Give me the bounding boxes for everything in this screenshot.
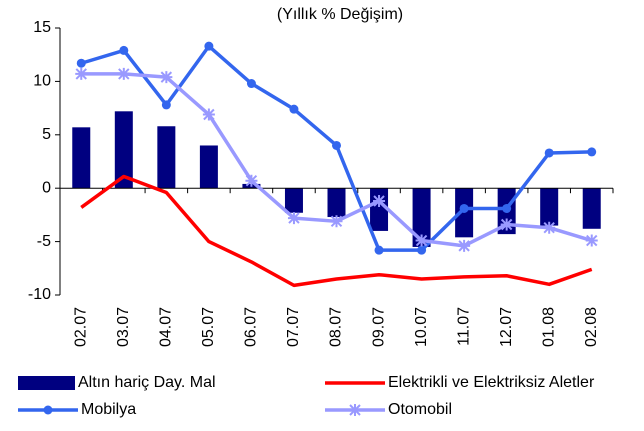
y-tick-label: 15	[33, 19, 51, 36]
bar	[540, 188, 559, 226]
point	[160, 71, 173, 84]
point	[458, 239, 471, 252]
y-tick-label: 0	[42, 179, 51, 196]
point	[161, 100, 171, 110]
x-tick-label: 12.07	[498, 307, 515, 347]
x-tick-label: 01.08	[540, 307, 557, 347]
legend-label: Altın hariç Day. Mal	[78, 374, 216, 391]
point	[204, 41, 214, 51]
bar	[327, 188, 346, 218]
point	[459, 203, 469, 213]
chart-title: (Yıllık % Değişim)	[277, 6, 403, 23]
point	[289, 104, 299, 114]
bar	[157, 126, 176, 189]
point	[417, 245, 427, 255]
point	[373, 195, 386, 208]
point	[202, 108, 215, 121]
point	[585, 234, 598, 247]
x-tick-label: 02.08	[583, 307, 600, 347]
point	[76, 58, 86, 68]
x-tick-label: 08.07	[328, 307, 345, 347]
point	[287, 212, 300, 225]
line-series	[80, 174, 593, 288]
point	[330, 215, 343, 228]
point	[502, 203, 512, 213]
x-tick-label: 05.07	[200, 307, 217, 347]
point	[117, 67, 130, 80]
x-tick-label: 11.07	[455, 307, 472, 346]
legend-marker	[43, 405, 53, 415]
point	[587, 147, 597, 157]
point	[75, 67, 88, 80]
point	[544, 148, 554, 158]
bar	[114, 111, 133, 189]
y-tick-label: 10	[33, 73, 51, 90]
x-tick-label: 06.07	[243, 307, 260, 347]
y-tick-label: 5	[42, 126, 51, 143]
x-tick-label: 02.07	[72, 307, 89, 347]
point	[543, 221, 556, 234]
y-tick-label: -5	[37, 233, 51, 250]
x-tick-label: 07.07	[285, 307, 302, 347]
bar	[284, 188, 303, 213]
x-tick-label: 09.07	[370, 307, 387, 347]
legend-swatch	[18, 376, 75, 390]
x-tick-label: 10.07	[413, 307, 430, 347]
point	[332, 140, 341, 150]
x-tick-label: 04.07	[158, 307, 175, 347]
bar	[199, 145, 218, 189]
point	[119, 45, 129, 55]
point	[415, 234, 428, 247]
point	[500, 218, 513, 231]
point	[374, 245, 384, 255]
legend-label: Elektrikli ve Elektriksiz Aletler	[388, 374, 595, 391]
y-tick-label: -10	[28, 286, 51, 303]
bar	[370, 188, 389, 231]
bar	[412, 188, 431, 247]
point	[245, 174, 258, 187]
x-tick-label: 03.07	[115, 307, 132, 347]
legend-label: Otomobil	[388, 401, 452, 418]
bar	[582, 188, 601, 229]
bar	[72, 127, 91, 189]
legend-label: Mobilya	[81, 401, 136, 418]
legend-marker	[349, 404, 361, 416]
point	[246, 79, 256, 89]
